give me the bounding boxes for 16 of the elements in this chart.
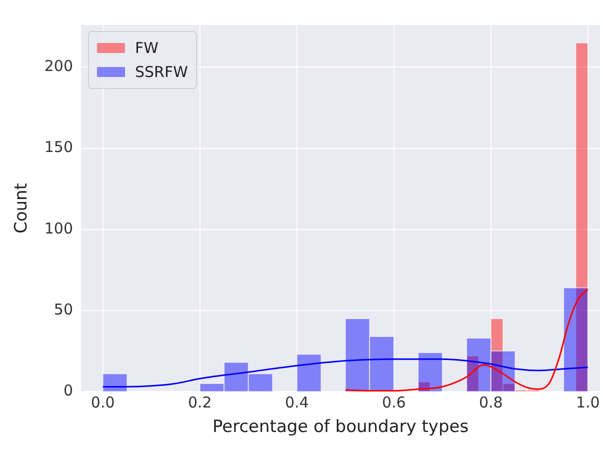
- x-tick-label: 0.8: [478, 393, 503, 412]
- x-axis-title: Percentage of boundary types: [212, 417, 469, 438]
- y-tick-label: 150: [44, 138, 74, 156]
- x-tick-label: 1.0: [576, 393, 600, 412]
- y-tick-label: 0: [63, 381, 74, 400]
- legend-label: FW: [135, 39, 158, 57]
- y-axis-title: Count: [12, 182, 32, 234]
- x-tick-label: 0.6: [382, 393, 406, 412]
- y-tick-label: 50: [54, 300, 74, 318]
- x-tick-label: 0.2: [188, 393, 212, 412]
- y-tick-label: 100: [44, 219, 74, 238]
- x-tick-label: 0.0: [90, 393, 115, 412]
- line-series: [344, 288, 589, 392]
- legend-label: SSRFW: [135, 63, 188, 81]
- y-tick-label: 200: [44, 57, 74, 76]
- x-tick-label: 0.4: [284, 393, 309, 412]
